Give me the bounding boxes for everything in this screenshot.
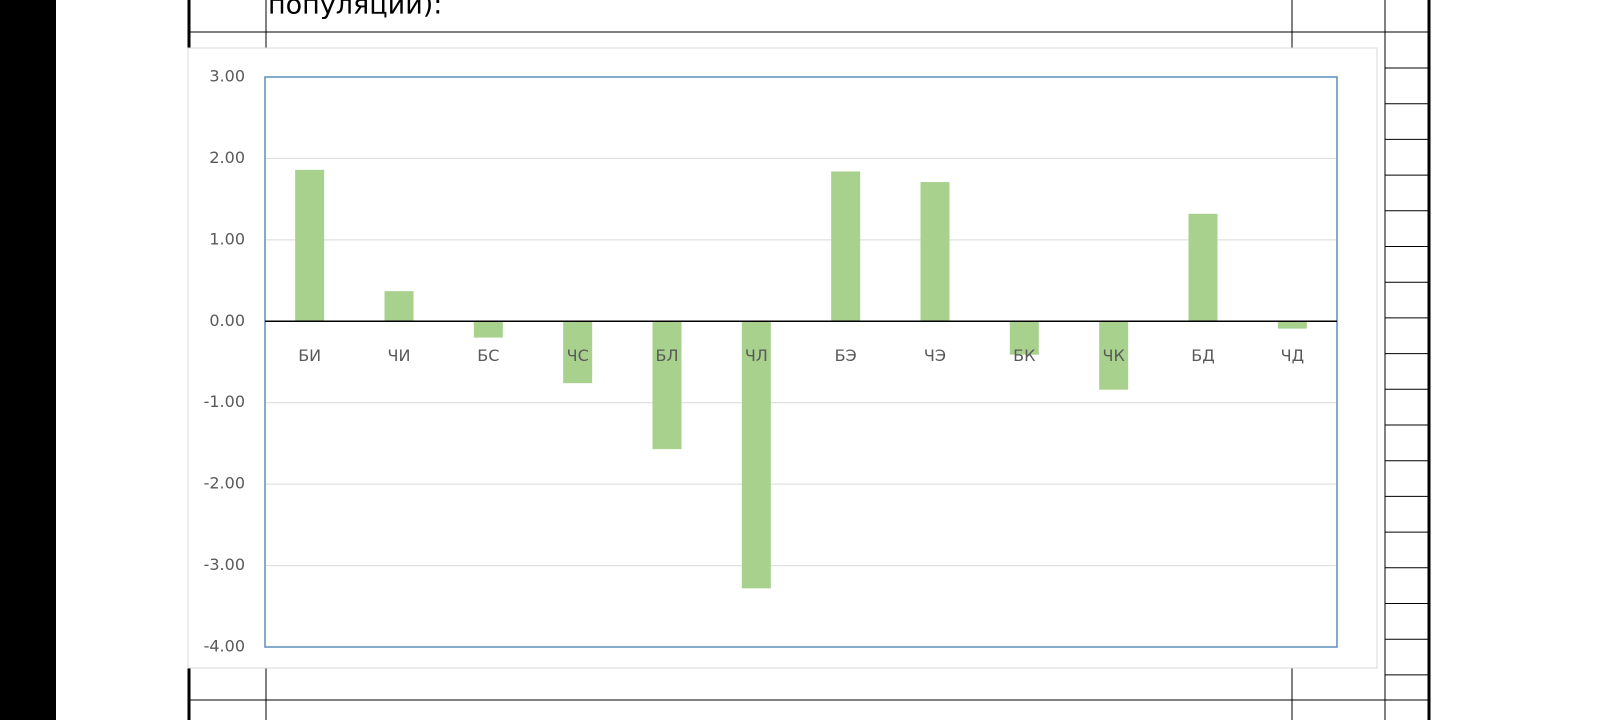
bar (295, 169, 325, 322)
y-tick-label: -4.00 (204, 637, 245, 656)
bar (1277, 321, 1307, 329)
y-tick-label: -3.00 (204, 555, 245, 574)
x-tick-label: БЭ (835, 346, 857, 365)
x-tick-label: БД (1191, 346, 1214, 365)
x-tick-label: ЧИ (388, 346, 411, 365)
header-text: популяции): (268, 0, 442, 21)
x-tick-label: ЧД (1281, 346, 1304, 365)
x-tick-label: БЛ (655, 346, 678, 365)
x-tick-label: БИ (298, 346, 321, 365)
y-tick-label: 3.00 (209, 67, 245, 86)
bar (1009, 321, 1039, 355)
bar (652, 321, 682, 450)
x-tick-label: ЧЛ (745, 346, 768, 365)
x-tick-label: ЧК (1103, 346, 1126, 365)
bar (1188, 213, 1218, 322)
bar (563, 321, 593, 384)
y-tick-label: 0.00 (209, 311, 245, 330)
x-tick-label: ЧЭ (924, 346, 946, 365)
bar (741, 321, 771, 589)
bar (831, 171, 861, 322)
x-tick-label: ЧС (567, 346, 589, 365)
bar (920, 182, 950, 322)
x-tick-label: БС (477, 346, 499, 365)
y-tick-label: -1.00 (204, 392, 245, 411)
x-tick-label: БК (1013, 346, 1036, 365)
y-tick-label: 2.00 (209, 148, 245, 167)
y-tick-label: -2.00 (204, 474, 245, 493)
chart-area (187, 47, 1378, 669)
bar (1099, 321, 1129, 390)
y-tick-label: 1.00 (209, 229, 245, 248)
bar (473, 321, 503, 338)
bar (384, 291, 414, 322)
plot-border (264, 76, 1338, 648)
left-panel (0, 0, 56, 720)
